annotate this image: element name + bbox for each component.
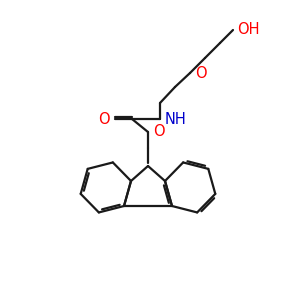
Text: O: O xyxy=(153,124,165,140)
Text: O: O xyxy=(195,65,207,80)
Text: NH: NH xyxy=(165,112,187,127)
Text: OH: OH xyxy=(237,22,260,38)
Text: O: O xyxy=(98,112,110,127)
